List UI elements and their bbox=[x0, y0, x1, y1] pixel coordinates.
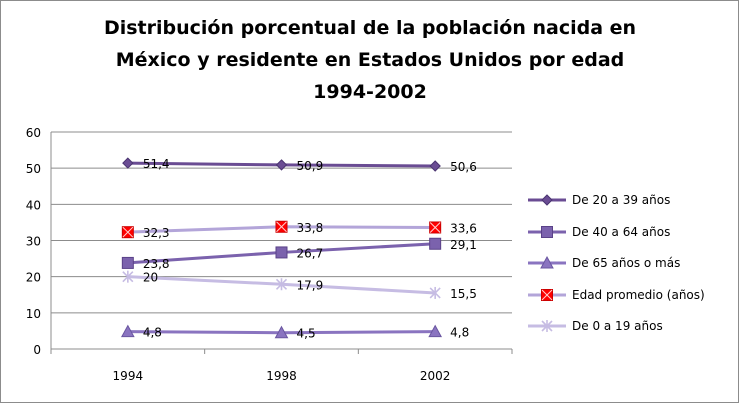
data-point-s4-2 bbox=[429, 286, 441, 299]
data-point-s3-1 bbox=[275, 220, 288, 233]
chart-title-line-3: 1994-2002 bbox=[313, 81, 427, 103]
legend-label-edad-promedio: Edad promedio (años) bbox=[572, 287, 705, 302]
data-point-s0-0 bbox=[122, 157, 134, 169]
data-point-s4-1 bbox=[275, 278, 288, 291]
legend-marker bbox=[541, 225, 553, 238]
data-point-s2-2 bbox=[428, 324, 443, 338]
legend-item-40-64: De 40 a 64 años bbox=[526, 222, 736, 242]
legend-label-0-19: De 0 a 19 años bbox=[572, 319, 663, 333]
data-label-s4-1: 17,9 bbox=[297, 278, 324, 292]
marker-cross-b bbox=[429, 222, 441, 233]
data-label-s2-1: 4,5 bbox=[297, 327, 316, 341]
data-label-s1-2: 29,1 bbox=[450, 238, 477, 252]
legend-label-40-64: De 40 a 64 años bbox=[572, 224, 671, 239]
y-tick-label: 10 bbox=[26, 307, 41, 321]
legend-swatch-40-64 bbox=[528, 225, 566, 238]
chart-title-line-1: Distribución porcentual de la población … bbox=[103, 17, 637, 39]
legend-item-edad-promedio: Edad promedio (años) bbox=[526, 285, 736, 305]
data-point-s2-0 bbox=[120, 324, 135, 338]
y-tick-label: 0 bbox=[33, 343, 41, 357]
legend-swatch-edad-promedio bbox=[528, 288, 566, 301]
series-2 bbox=[120, 324, 443, 339]
series-1 bbox=[121, 237, 442, 269]
legend-swatch-65-plus bbox=[528, 255, 566, 269]
data-point-s1-1 bbox=[275, 246, 288, 259]
y-tick-label: 30 bbox=[26, 235, 41, 249]
legend-marker bbox=[541, 194, 553, 206]
data-label-s4-2: 15,5 bbox=[450, 287, 477, 301]
data-label-s1-1: 26,7 bbox=[297, 246, 324, 260]
legend-marker bbox=[541, 320, 553, 332]
data-label-s0-0: 51,4 bbox=[143, 157, 170, 171]
x-tick-label: 1998 bbox=[266, 369, 297, 383]
series-0 bbox=[122, 157, 441, 172]
x-tick-label: 2002 bbox=[420, 369, 451, 383]
chart-title-line-2: México y residente en Estados Unidos por… bbox=[115, 49, 625, 71]
legend-label-20-39: De 20 a 39 años bbox=[572, 193, 671, 207]
legend-swatch-20-39 bbox=[528, 194, 566, 206]
data-point-s2-1 bbox=[274, 325, 289, 339]
legend-item-0-19: De 0 a 19 años bbox=[526, 316, 736, 336]
marker-cross-b bbox=[276, 221, 287, 233]
series-4 bbox=[122, 270, 441, 299]
y-tick-label: 40 bbox=[26, 198, 41, 212]
data-label-s0-2: 50,6 bbox=[450, 160, 477, 174]
legend-item-20-39: De 20 a 39 años bbox=[526, 190, 736, 210]
legend-item-65-plus: De 65 años o más bbox=[526, 253, 736, 273]
data-label-s2-2: 4,8 bbox=[450, 326, 469, 340]
legend-label-65-plus: De 65 años o más bbox=[572, 256, 681, 270]
chart-title: Distribución porcentual de la población … bbox=[40, 12, 700, 108]
data-point-s1-2 bbox=[429, 237, 442, 250]
marker-cross-b bbox=[541, 289, 553, 300]
marker-cross-b bbox=[122, 226, 134, 238]
data-label-s3-0: 32,3 bbox=[143, 226, 170, 240]
legend-swatch-0-19 bbox=[528, 320, 566, 332]
data-label-s2-0: 4,8 bbox=[143, 326, 162, 340]
series-3 bbox=[121, 220, 442, 239]
y-tick-label: 60 bbox=[26, 126, 41, 140]
y-tick-label: 20 bbox=[26, 271, 41, 285]
data-point-s3-2 bbox=[429, 221, 442, 234]
legend: De 20 a 39 años De 40 a 64 años De 65 añ… bbox=[526, 190, 736, 348]
data-label-s3-2: 33,6 bbox=[450, 221, 477, 235]
data-point-s0-1 bbox=[275, 159, 288, 171]
data-label-s1-0: 23,8 bbox=[143, 257, 170, 271]
x-tick-label: 1994 bbox=[113, 369, 144, 383]
y-tick-label: 50 bbox=[26, 162, 41, 176]
data-label-s3-1: 33,8 bbox=[297, 221, 324, 235]
data-point-s1-0 bbox=[121, 256, 134, 269]
data-point-s0-2 bbox=[429, 160, 441, 172]
data-point-s4-0 bbox=[122, 270, 134, 283]
legend-marker bbox=[540, 255, 554, 269]
data-label-s0-1: 50,9 bbox=[297, 159, 324, 173]
data-label-s4-0: 20 bbox=[143, 271, 158, 285]
legend-marker bbox=[541, 288, 553, 301]
data-point-s3-0 bbox=[121, 226, 134, 239]
